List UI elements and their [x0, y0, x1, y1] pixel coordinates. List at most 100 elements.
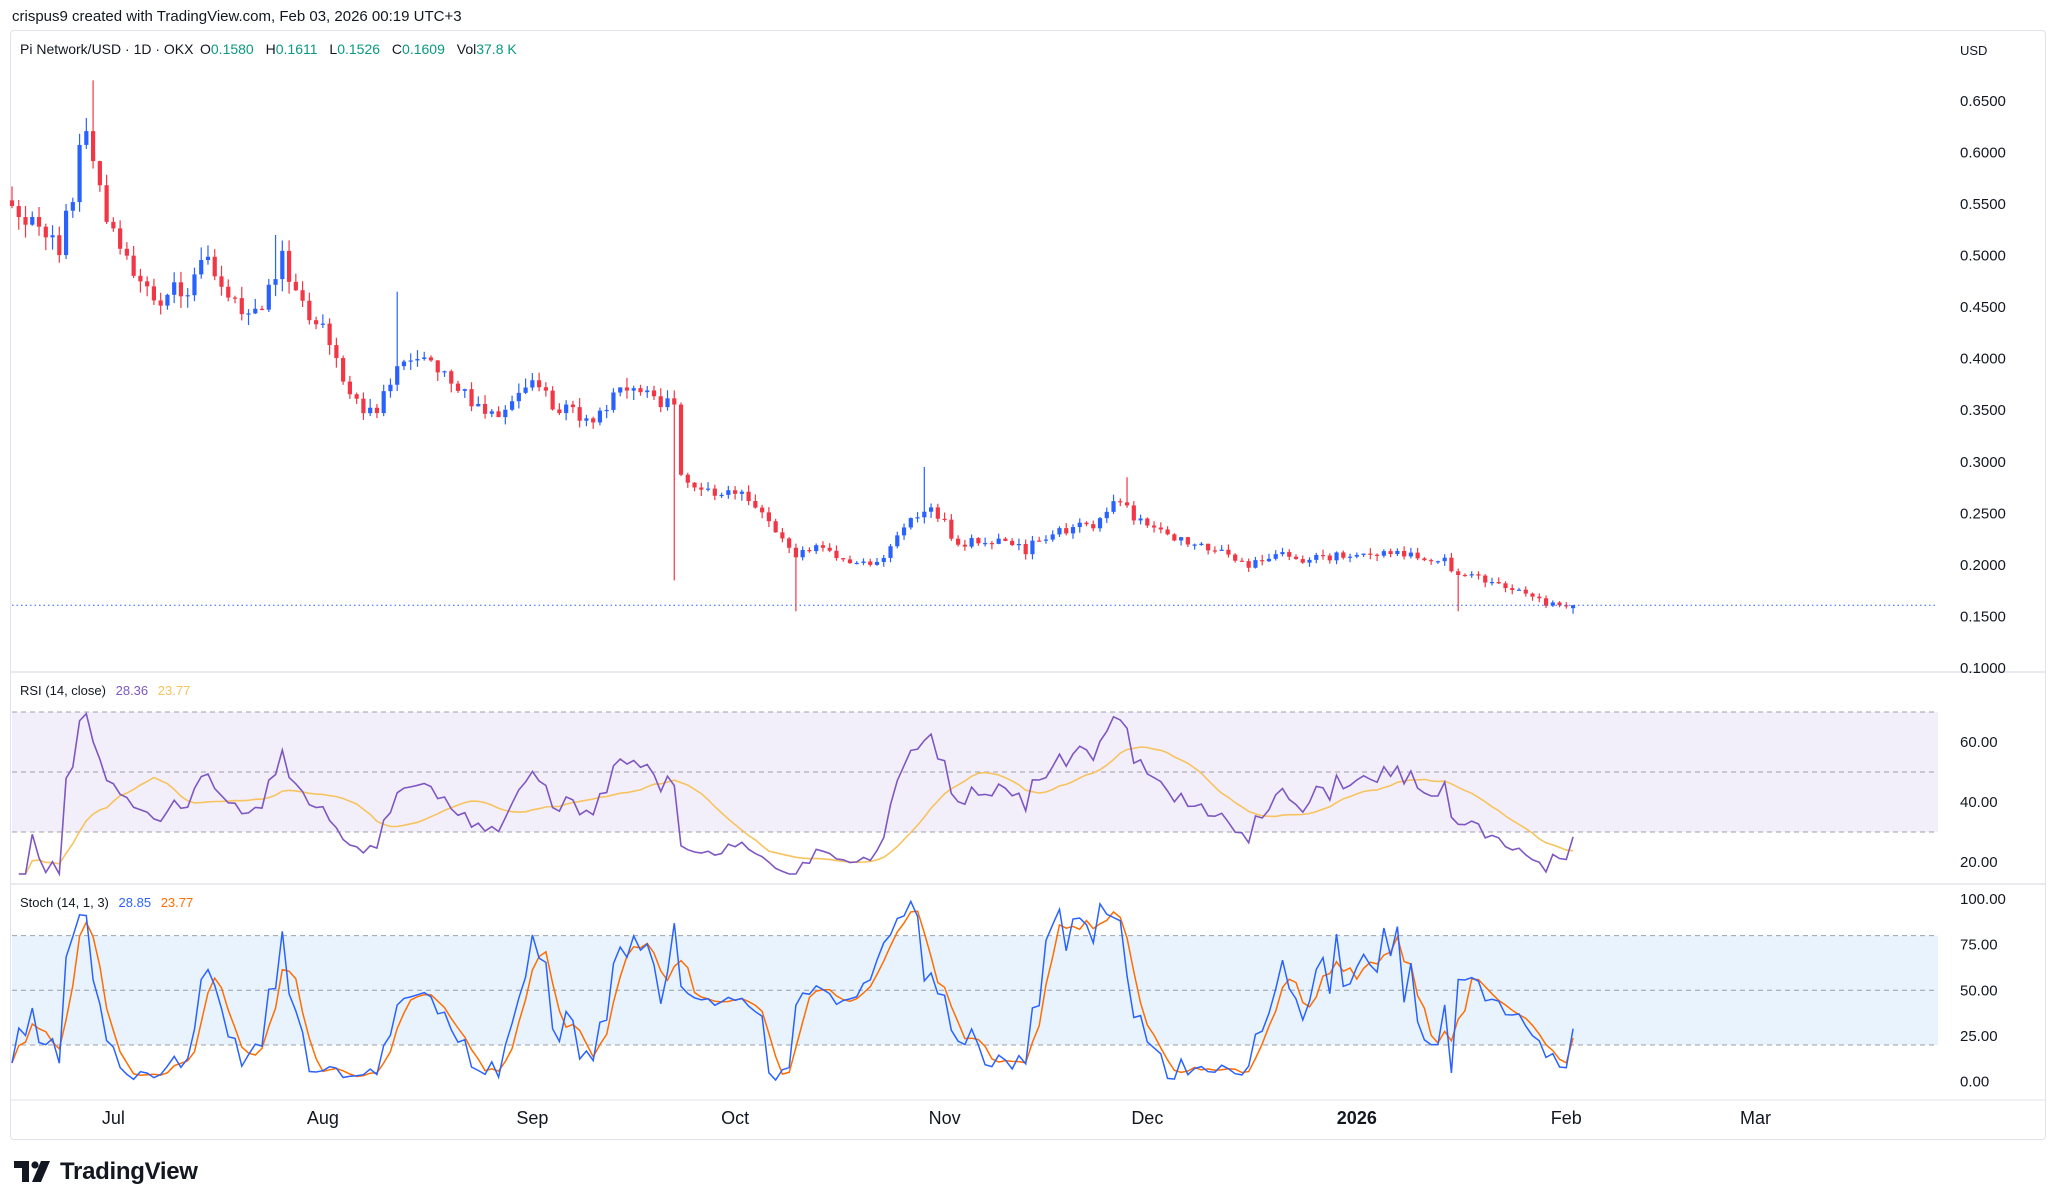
- candle-body: [1124, 502, 1130, 506]
- candle-body: [658, 396, 663, 408]
- candle-body: [1280, 552, 1285, 555]
- candle-body: [523, 387, 528, 393]
- chart-frame: [10, 30, 2046, 1140]
- candle-body: [793, 547, 799, 558]
- stoch-k-value: 28.85: [119, 895, 152, 910]
- candle-body: [70, 202, 75, 211]
- candle-body: [192, 274, 197, 296]
- candle-body: [1435, 561, 1441, 563]
- time-axis-tick: Jul: [102, 1108, 125, 1128]
- close-label: C: [392, 41, 402, 57]
- candle-body: [732, 490, 738, 494]
- candle-body: [1206, 543, 1211, 551]
- stoch-title: Stoch (14, 1, 3): [20, 895, 109, 910]
- tradingview-logo[interactable]: TradingView: [14, 1158, 198, 1186]
- candle-body: [760, 507, 765, 513]
- candle-body: [266, 284, 271, 310]
- candle-body: [293, 281, 298, 291]
- candle-body: [97, 161, 102, 186]
- candle-body: [1381, 551, 1386, 556]
- candle-body: [922, 511, 927, 518]
- candle-body: [205, 256, 211, 261]
- candle-body: [1300, 559, 1305, 563]
- candle-body: [462, 389, 467, 391]
- candle-body: [1165, 529, 1170, 535]
- candle-body: [408, 360, 413, 362]
- open-value: 0.1580: [211, 41, 254, 57]
- candle-body: [77, 144, 82, 203]
- candle-body: [1091, 524, 1096, 529]
- candle-body: [111, 221, 116, 229]
- candle-body: [949, 519, 954, 539]
- candle-body: [1070, 527, 1076, 534]
- candle-body: [1233, 554, 1238, 561]
- candle-body: [43, 226, 48, 238]
- candle-body: [1226, 549, 1231, 555]
- candle-body: [239, 298, 244, 315]
- candle-body: [63, 210, 69, 256]
- candle-body: [435, 360, 440, 373]
- candle-body: [834, 550, 839, 559]
- candle-body: [1483, 575, 1488, 583]
- candle-body: [1307, 559, 1312, 563]
- candle-body: [509, 401, 515, 410]
- candle-body: [800, 550, 805, 558]
- candle-body: [766, 512, 771, 522]
- time-axis-tick: Dec: [1131, 1108, 1163, 1128]
- candle-body: [543, 387, 548, 391]
- candle-body: [1374, 554, 1380, 556]
- candle-body: [1199, 543, 1204, 545]
- candle-body: [185, 295, 190, 297]
- candle-body: [300, 290, 305, 301]
- time-axis-tick: Feb: [1551, 1108, 1582, 1128]
- candle-body: [1043, 539, 1049, 541]
- price-axis-tick: 0.1000: [1960, 660, 2006, 677]
- candle-body: [928, 507, 934, 512]
- candle-body: [820, 545, 826, 548]
- candle-body: [645, 390, 650, 393]
- candle-body: [16, 206, 21, 218]
- candle-body: [1442, 557, 1447, 562]
- candle-body: [1057, 528, 1062, 535]
- candle-body: [564, 404, 569, 414]
- candle-body: [1496, 582, 1501, 584]
- candle-body: [1064, 528, 1069, 534]
- candle-body: [1402, 550, 1407, 557]
- candle-body: [496, 411, 501, 418]
- candle-body: [935, 507, 940, 519]
- candle-body: [1138, 518, 1143, 521]
- candle-body: [90, 131, 96, 162]
- rsi-ma-value: 23.77: [158, 683, 191, 698]
- candle-body: [1543, 598, 1549, 606]
- candle-body: [773, 521, 778, 533]
- candle-body: [665, 398, 670, 408]
- candle-body: [1354, 554, 1359, 557]
- price-axis-tick: 0.4500: [1960, 299, 2006, 316]
- candle-body: [780, 532, 785, 539]
- candle-body: [1145, 518, 1150, 526]
- candle-body: [1516, 589, 1522, 591]
- candle-body: [604, 409, 609, 412]
- candle-body: [1449, 557, 1454, 572]
- candle-body: [1151, 525, 1157, 528]
- candle-body: [1030, 540, 1035, 555]
- candle-body: [1564, 605, 1569, 607]
- candle-body: [118, 228, 123, 249]
- candle-body: [1239, 560, 1245, 562]
- candle-body: [1341, 552, 1346, 558]
- candle-body: [361, 398, 366, 414]
- candle-body: [787, 538, 792, 548]
- currency-label[interactable]: USD: [1960, 43, 1987, 58]
- candle-body: [23, 217, 28, 225]
- time-axis-tick: Oct: [721, 1108, 749, 1128]
- candle-body: [1016, 544, 1022, 546]
- candle-body: [327, 323, 332, 346]
- candle-body: [1003, 538, 1008, 541]
- stoch-legend: Stoch (14, 1, 3) 28.85 23.77: [20, 895, 193, 910]
- candle-body: [131, 255, 136, 276]
- candle-body: [138, 275, 143, 282]
- rsi-ma-line: [18, 746, 1574, 875]
- candle-body: [374, 407, 380, 414]
- price-axis-tick: 0.6000: [1960, 144, 2006, 161]
